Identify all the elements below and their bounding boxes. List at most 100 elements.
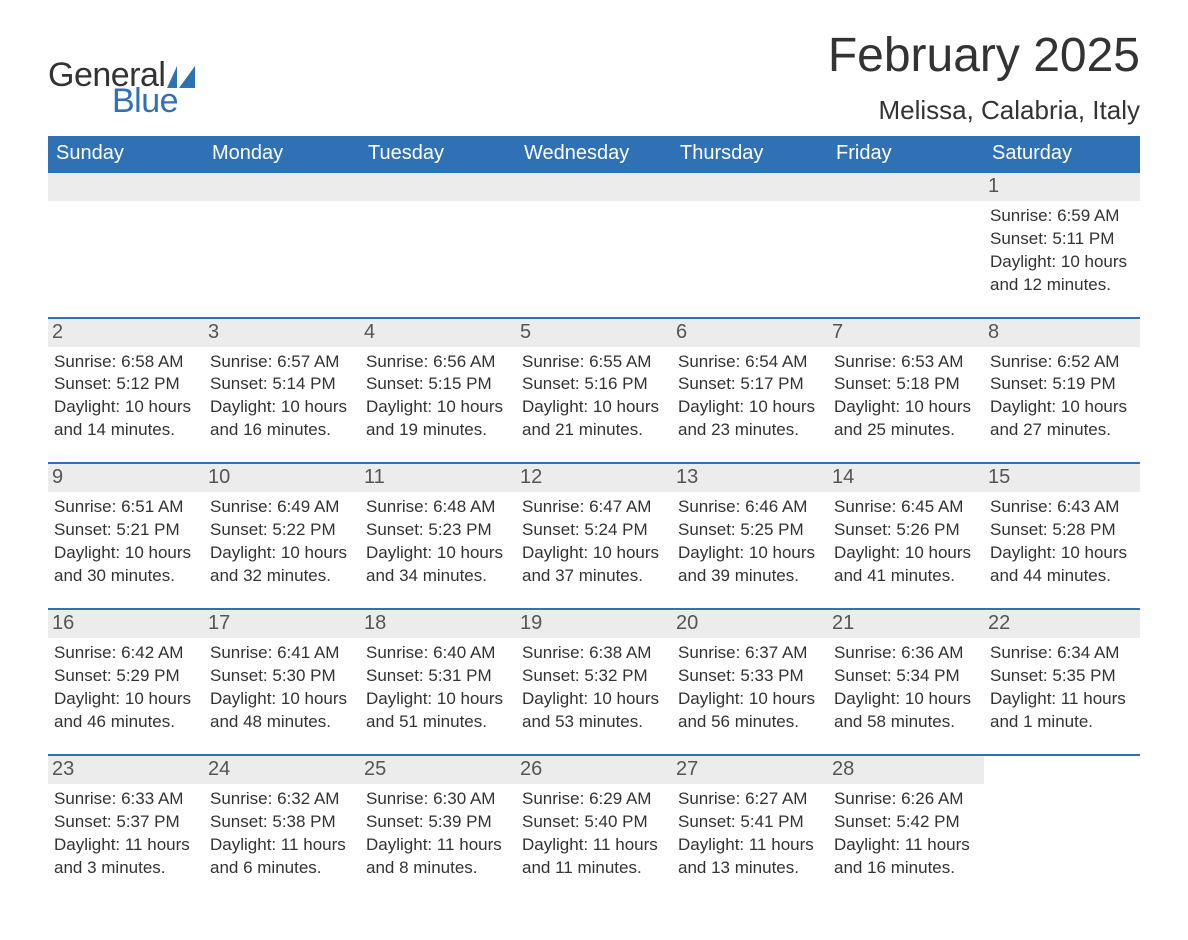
day-cell: 19Sunrise: 6:38 AMSunset: 5:32 PMDayligh…	[516, 610, 672, 754]
weekday-thursday: Thursday	[672, 136, 828, 173]
sunrise-line: Sunrise: 6:54 AM	[678, 351, 820, 374]
day-cell: 13Sunrise: 6:46 AMSunset: 5:25 PMDayligh…	[672, 464, 828, 608]
day-number: 17	[204, 610, 360, 638]
brand-logo: General Blue	[48, 30, 197, 118]
day-number: 26	[516, 756, 672, 784]
day-cell: 25Sunrise: 6:30 AMSunset: 5:39 PMDayligh…	[360, 756, 516, 900]
day-number: 8	[984, 319, 1140, 347]
sunrise-line: Sunrise: 6:26 AM	[834, 788, 976, 811]
sunrise-line: Sunrise: 6:43 AM	[990, 496, 1132, 519]
day-cell: 28 Sunrise: 6:26 AMSunset: 5:42 PMDayligh…	[828, 756, 984, 900]
day-cell: 8Sunrise: 6:52 AMSunset: 5:19 PMDaylight…	[984, 319, 1140, 463]
daylight-line: Daylight: 10 hours and 32 minutes.	[210, 542, 352, 588]
sunset-line: Sunset: 5:18 PM	[834, 373, 976, 396]
sunset-line: Sunset: 5:23 PM	[366, 519, 508, 542]
day-cell: 5Sunrise: 6:55 AMSunset: 5:16 PMDaylight…	[516, 319, 672, 463]
day-cell: 22 Sunrise: 6:34 AMSunset: 5:35 PMDayligh…	[984, 610, 1140, 754]
daylight-line: Daylight: 11 hours and 6 minutes.	[210, 834, 352, 880]
sunset-line: Sunset: 5:29 PM	[54, 665, 196, 688]
day-details: Sunrise: 6:54 AMSunset: 5:17 PMDaylight:…	[678, 351, 820, 443]
day-details: Sunrise: 6:30 AMSunset: 5:39 PMDaylight:…	[366, 788, 508, 880]
day-cell: 27 Sunrise: 6:27 AMSunset: 5:41 PMDayligh…	[672, 756, 828, 900]
day-details: Sunrise: 6:48 AMSunset: 5:23 PMDaylight:…	[366, 496, 508, 588]
sunrise-line: Sunrise: 6:30 AM	[366, 788, 508, 811]
day-details: Sunrise: 6:56 AMSunset: 5:15 PMDaylight:…	[366, 351, 508, 443]
day-cell	[984, 756, 1140, 900]
weekday-saturday: Saturday	[984, 136, 1140, 173]
sunrise-line: Sunrise: 6:48 AM	[366, 496, 508, 519]
sunrise-line: Sunrise: 6:59 AM	[990, 205, 1132, 228]
day-cell: 15Sunrise: 6:43 AMSunset: 5:28 PMDayligh…	[984, 464, 1140, 608]
sunset-line: Sunset: 5:24 PM	[522, 519, 664, 542]
day-number: 18	[360, 610, 516, 638]
weekday-monday: Monday	[204, 136, 360, 173]
day-cell: 17 Sunrise: 6:41 AMSunset: 5:30 PMDayligh…	[204, 610, 360, 754]
day-cell: 21 Sunrise: 6:36 AMSunset: 5:34 PMDayligh…	[828, 610, 984, 754]
daylight-line: Daylight: 10 hours and 14 minutes.	[54, 396, 196, 442]
sunset-line: Sunset: 5:41 PM	[678, 811, 820, 834]
sunset-line: Sunset: 5:30 PM	[210, 665, 352, 688]
day-number: 21	[828, 610, 984, 638]
day-details: Sunrise: 6:34 AMSunset: 5:35 PMDaylight:…	[990, 642, 1132, 734]
day-details: Sunrise: 6:26 AMSunset: 5:42 PMDaylight:…	[834, 788, 976, 880]
day-number: 4	[360, 319, 516, 347]
sunrise-line: Sunrise: 6:27 AM	[678, 788, 820, 811]
empty-daynum-band	[672, 173, 828, 201]
day-details: Sunrise: 6:32 AMSunset: 5:38 PMDaylight:…	[210, 788, 352, 880]
sunrise-line: Sunrise: 6:32 AM	[210, 788, 352, 811]
sunrise-line: Sunrise: 6:51 AM	[54, 496, 196, 519]
sunrise-line: Sunrise: 6:42 AM	[54, 642, 196, 665]
day-cell	[204, 173, 360, 317]
day-details: Sunrise: 6:58 AMSunset: 5:12 PMDaylight:…	[54, 351, 196, 443]
day-details: Sunrise: 6:27 AMSunset: 5:41 PMDaylight:…	[678, 788, 820, 880]
day-details: Sunrise: 6:37 AMSunset: 5:33 PMDaylight:…	[678, 642, 820, 734]
day-details: Sunrise: 6:49 AMSunset: 5:22 PMDaylight:…	[210, 496, 352, 588]
day-cell: 1Sunrise: 6:59 AMSunset: 5:11 PMDaylight…	[984, 173, 1140, 317]
day-cell: 26Sunrise: 6:29 AMSunset: 5:40 PMDayligh…	[516, 756, 672, 900]
week-row: 1Sunrise: 6:59 AMSunset: 5:11 PMDaylight…	[48, 173, 1140, 317]
day-number: 12	[516, 464, 672, 492]
day-number: 6	[672, 319, 828, 347]
day-number: 28	[828, 756, 984, 784]
daylight-line: Daylight: 10 hours and 48 minutes.	[210, 688, 352, 734]
empty-daynum-band	[360, 173, 516, 201]
day-cell: 14Sunrise: 6:45 AMSunset: 5:26 PMDayligh…	[828, 464, 984, 608]
day-cell	[672, 173, 828, 317]
sunset-line: Sunset: 5:16 PM	[522, 373, 664, 396]
weekday-header-row: Sunday Monday Tuesday Wednesday Thursday…	[48, 136, 1140, 173]
day-cell	[828, 173, 984, 317]
daylight-line: Daylight: 10 hours and 34 minutes.	[366, 542, 508, 588]
day-number: 13	[672, 464, 828, 492]
day-details: Sunrise: 6:42 AMSunset: 5:29 PMDaylight:…	[54, 642, 196, 734]
daylight-line: Daylight: 11 hours and 3 minutes.	[54, 834, 196, 880]
day-cell: 2Sunrise: 6:58 AMSunset: 5:12 PMDaylight…	[48, 319, 204, 463]
day-number: 9	[48, 464, 204, 492]
day-number: 27	[672, 756, 828, 784]
daylight-line: Daylight: 10 hours and 16 minutes.	[210, 396, 352, 442]
sunrise-line: Sunrise: 6:41 AM	[210, 642, 352, 665]
sunset-line: Sunset: 5:21 PM	[54, 519, 196, 542]
day-details: Sunrise: 6:36 AMSunset: 5:34 PMDaylight:…	[834, 642, 976, 734]
sunset-line: Sunset: 5:19 PM	[990, 373, 1132, 396]
day-number: 16	[48, 610, 204, 638]
day-details: Sunrise: 6:47 AMSunset: 5:24 PMDaylight:…	[522, 496, 664, 588]
sunset-line: Sunset: 5:25 PM	[678, 519, 820, 542]
day-number: 22	[984, 610, 1140, 638]
sunset-line: Sunset: 5:22 PM	[210, 519, 352, 542]
sunset-line: Sunset: 5:33 PM	[678, 665, 820, 688]
sunset-line: Sunset: 5:26 PM	[834, 519, 976, 542]
day-details: Sunrise: 6:41 AMSunset: 5:30 PMDaylight:…	[210, 642, 352, 734]
weekday-sunday: Sunday	[48, 136, 204, 173]
day-number: 5	[516, 319, 672, 347]
sunrise-line: Sunrise: 6:46 AM	[678, 496, 820, 519]
sunrise-line: Sunrise: 6:33 AM	[54, 788, 196, 811]
location-label: Melissa, Calabria, Italy	[828, 95, 1140, 126]
day-details: Sunrise: 6:59 AMSunset: 5:11 PMDaylight:…	[990, 205, 1132, 297]
daylight-line: Daylight: 11 hours and 13 minutes.	[678, 834, 820, 880]
day-cell: 6 Sunrise: 6:54 AMSunset: 5:17 PMDaylight…	[672, 319, 828, 463]
empty-daynum-band	[516, 173, 672, 201]
sunrise-line: Sunrise: 6:53 AM	[834, 351, 976, 374]
daylight-line: Daylight: 11 hours and 16 minutes.	[834, 834, 976, 880]
month-title: February 2025	[828, 30, 1140, 83]
weekday-tuesday: Tuesday	[360, 136, 516, 173]
